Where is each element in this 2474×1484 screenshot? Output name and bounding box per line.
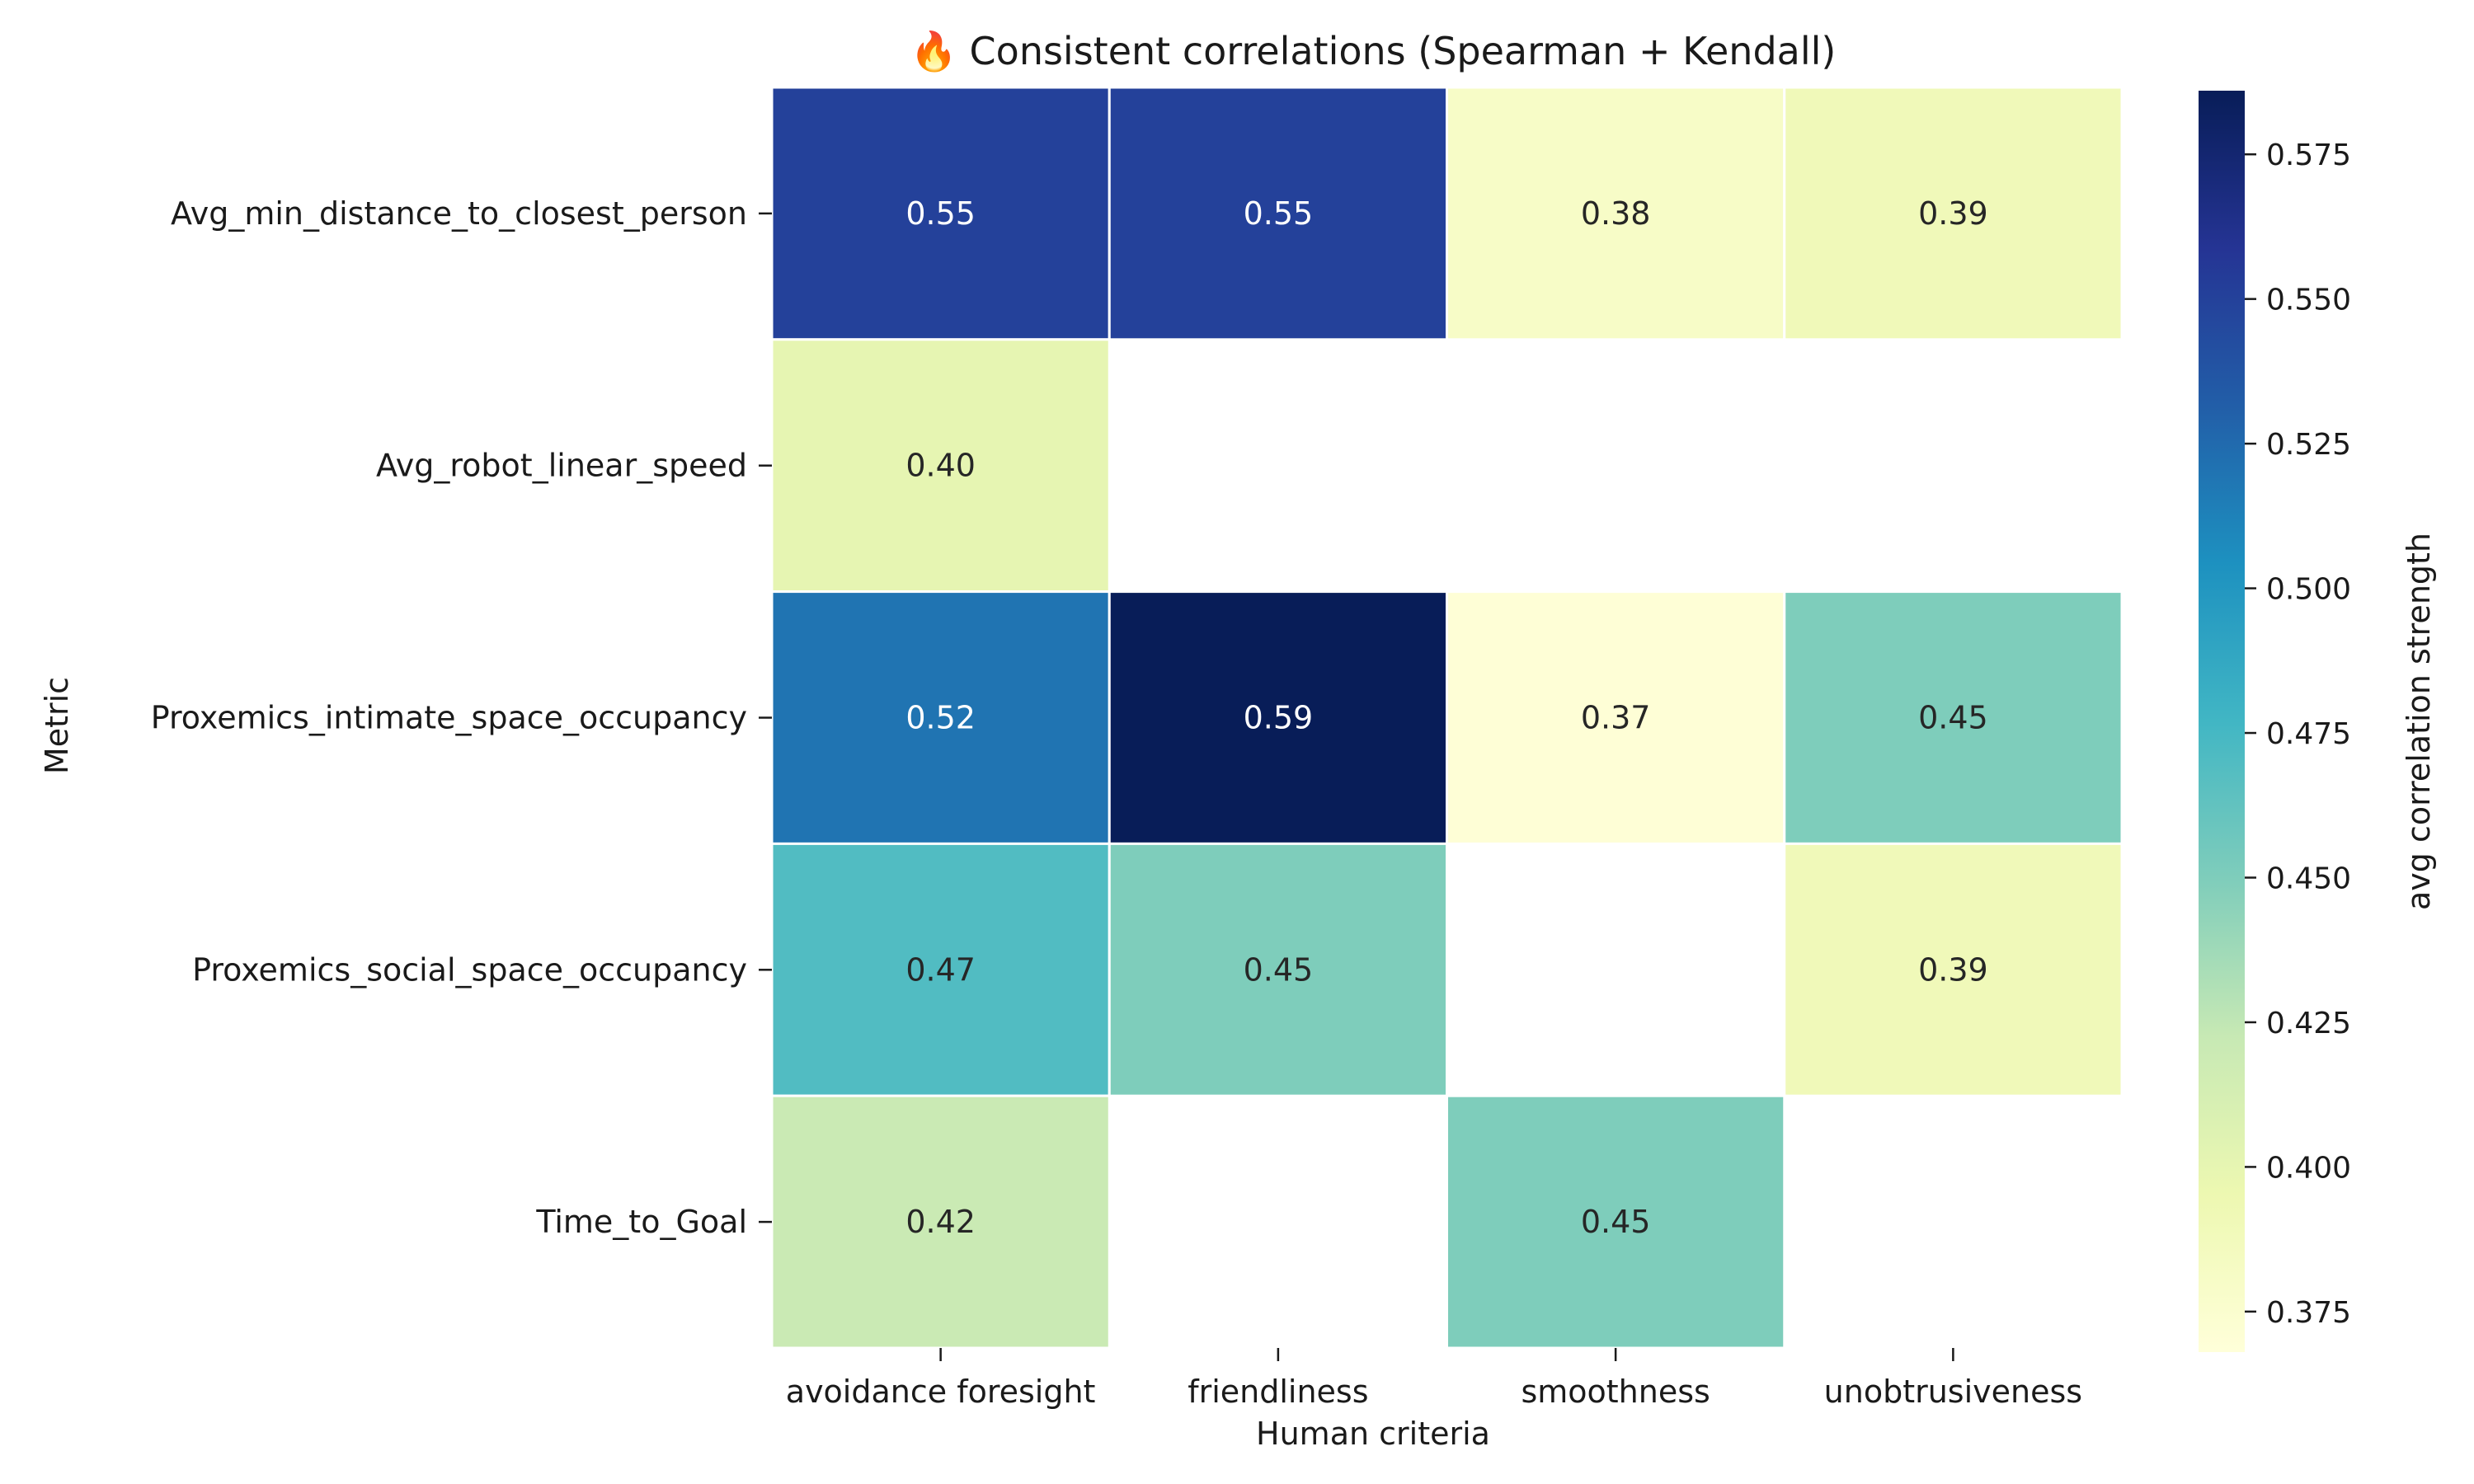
colorbar-tick-label: 0.450 bbox=[2266, 862, 2351, 895]
column-tick-label: unobtrusiveness bbox=[1824, 1374, 2082, 1410]
heatmap-cell bbox=[1446, 86, 1786, 341]
cell-value-label: 0.37 bbox=[1581, 700, 1651, 736]
colorbar-tick-label: 0.475 bbox=[2266, 717, 2351, 751]
row-tick-label: Avg_robot_linear_speed bbox=[376, 448, 747, 484]
colorbar-tick-label: 0.400 bbox=[2266, 1151, 2351, 1185]
heatmap-cell bbox=[1108, 86, 1448, 341]
y-axis-label: Metric bbox=[39, 677, 75, 774]
cell-value-label: 0.52 bbox=[905, 700, 976, 736]
colorbar-gradient bbox=[2199, 91, 2245, 1352]
colorbar-tick-label: 0.550 bbox=[2266, 284, 2351, 317]
colorbar-tick-label: 0.500 bbox=[2266, 573, 2351, 607]
cell-value-label: 0.47 bbox=[905, 951, 976, 988]
colorbar-tick-label: 0.525 bbox=[2266, 428, 2351, 462]
cell-value-label: 0.45 bbox=[1918, 700, 1988, 736]
colorbar: 0.375 0.400 0.425 0.450 0.475 0.500 0.525 0.550… bbox=[2199, 91, 2437, 1352]
colorbar-label: avg correlation strength bbox=[2401, 533, 2437, 910]
row-tick-labels: Avg_min_distance_to_closest_person Avg_ro… bbox=[151, 195, 772, 1240]
cell-value-label: 0.45 bbox=[1244, 951, 1314, 988]
colorbar-tick-label: 0.575 bbox=[2266, 139, 2351, 172]
colorbar-tick-label: 0.425 bbox=[2266, 1007, 2351, 1040]
x-axis-label: Human criteria bbox=[1256, 1416, 1490, 1452]
column-tick-label: avoidance foresight bbox=[786, 1374, 1096, 1410]
column-tick-label: smoothness bbox=[1521, 1374, 1710, 1410]
heatmap-cell bbox=[770, 1094, 1111, 1350]
cell-value-label: 0.39 bbox=[1918, 195, 1988, 232]
heatmap-cell bbox=[1783, 86, 2124, 341]
column-tick-labels: avoidance foresight friendliness smoothnes… bbox=[786, 1348, 2082, 1410]
column-tick-label: friendliness bbox=[1188, 1374, 1368, 1410]
heatmap-cell bbox=[770, 842, 1111, 1097]
cell-value-label: 0.42 bbox=[905, 1204, 976, 1240]
chart-title: 🔥 Consistent correlations (Spearman + Ke… bbox=[910, 29, 1837, 73]
heatmap-cells bbox=[770, 86, 2124, 1350]
colorbar-ticks: 0.375 0.400 0.425 0.450 0.475 0.500 0.525 0.550… bbox=[2245, 139, 2351, 1330]
heatmap-cell bbox=[770, 590, 1111, 845]
cell-value-label: 0.45 bbox=[1581, 1204, 1651, 1240]
heatmap-cell bbox=[770, 338, 1111, 594]
colorbar-tick-label: 0.375 bbox=[2266, 1296, 2351, 1330]
cell-value-label: 0.55 bbox=[905, 195, 976, 232]
heatmap-cell bbox=[1446, 1094, 1786, 1350]
heatmap-cell-labels: 0.55 0.55 0.38 0.39 0.40 0.52 0.59 0.37 0.45 0.47… bbox=[905, 195, 1987, 1240]
heatmap-cell bbox=[770, 86, 1111, 341]
row-tick-label: Proxemics_intimate_space_occupancy bbox=[151, 700, 747, 736]
cell-value-label: 0.59 bbox=[1244, 700, 1314, 736]
cell-value-label: 0.38 bbox=[1581, 195, 1651, 232]
row-tick-label: Time_to_Goal bbox=[535, 1204, 747, 1240]
cell-value-label: 0.40 bbox=[905, 448, 976, 484]
row-tick-label: Avg_min_distance_to_closest_person bbox=[171, 195, 747, 232]
heatmap-cell bbox=[1783, 842, 2124, 1097]
heatmap-cell bbox=[1446, 590, 1786, 845]
cell-value-label: 0.55 bbox=[1244, 195, 1314, 232]
cell-value-label: 0.39 bbox=[1918, 951, 1988, 988]
row-tick-label: Proxemics_social_space_occupancy bbox=[192, 951, 747, 988]
heatmap-cell bbox=[1108, 842, 1448, 1097]
